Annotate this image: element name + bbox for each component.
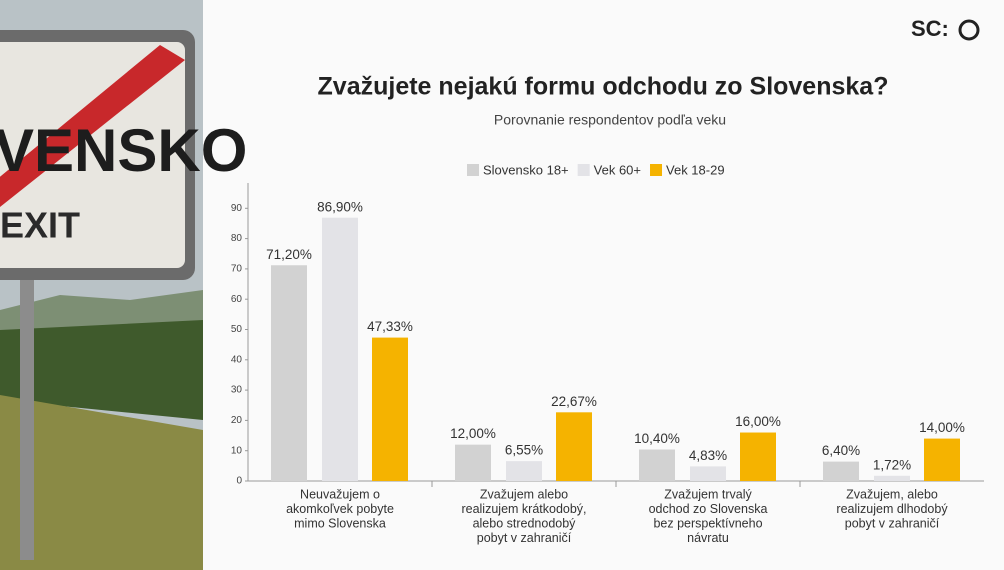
bar <box>271 265 307 481</box>
bar <box>506 461 542 481</box>
value-label: 22,67% <box>551 394 597 409</box>
value-label: 1,72% <box>873 457 911 472</box>
trees <box>0 320 203 420</box>
bar <box>823 461 859 481</box>
value-label: 6,40% <box>822 443 860 458</box>
bar <box>639 449 675 481</box>
y-tick-label: 90 <box>231 203 243 214</box>
logo-ring <box>958 19 980 41</box>
value-label: 47,33% <box>367 319 413 334</box>
x-tick-label: pobyt v zahraničí <box>477 531 572 545</box>
legend-swatch <box>577 164 590 176</box>
sign-stripe <box>0 45 185 208</box>
x-tick-label: mimo Slovenska <box>294 516 386 530</box>
x-tick-label: pobyt v zahraničí <box>845 516 940 530</box>
pole <box>20 270 34 560</box>
x-tick-label: Zvažujem alebo <box>480 487 568 501</box>
x-tick-label: Zvažujem, alebo <box>846 487 938 501</box>
bar <box>455 444 491 481</box>
y-tick-label: 40 <box>231 354 243 365</box>
y-tick-label: 50 <box>231 324 243 335</box>
grass <box>0 395 203 570</box>
sign-text: VENSKO <box>0 117 247 184</box>
sign-subtext: EXIT <box>0 205 80 246</box>
y-tick-label: 80 <box>231 233 243 244</box>
x-tick-label: realizujem dlhodobý <box>836 502 948 516</box>
legend-swatch <box>650 164 663 176</box>
y-tick-label: 0 <box>236 476 242 487</box>
value-label: 4,83% <box>689 448 727 463</box>
x-tick-label: návratu <box>687 531 729 545</box>
x-tick-label: realizujem krátkodobý, <box>461 502 586 516</box>
legend-label: Slovensko 18+ <box>483 162 569 177</box>
x-tick-label: Zvažujem trvalý <box>664 487 752 501</box>
chart-title: Zvažujete nejakú formu odchodu zo Sloven… <box>318 73 889 101</box>
value-label: 12,00% <box>450 426 496 441</box>
bar <box>556 412 592 481</box>
bar <box>372 337 408 481</box>
legend-swatch <box>467 164 479 176</box>
y-tick-label: 10 <box>231 445 243 456</box>
value-label: 71,20% <box>266 247 312 262</box>
bar <box>740 432 776 481</box>
x-tick-label: Neuvažujem o <box>300 487 380 501</box>
x-tick-label: odchod zo Slovenska <box>649 502 768 516</box>
bar <box>874 475 910 481</box>
x-tick-label: akomkoľvek pobyte <box>286 502 394 516</box>
y-tick-label: 30 <box>231 385 243 396</box>
x-tick-label: alebo strednodobý <box>473 516 577 530</box>
x-tick-label: bez perspektívneho <box>653 516 762 530</box>
bar <box>690 466 726 481</box>
y-tick-label: 60 <box>231 294 243 305</box>
value-label: 6,55% <box>505 443 543 458</box>
bar <box>322 217 358 481</box>
bar <box>924 438 960 481</box>
chart-subtitle: Porovnanie respondentov podľa veku <box>494 112 726 128</box>
value-label: 10,40% <box>634 431 680 446</box>
logo: SC: <box>911 16 980 41</box>
logo-text: SC: <box>911 16 949 41</box>
value-label: 16,00% <box>735 414 781 429</box>
y-tick-label: 20 <box>231 415 243 426</box>
photo: VENSKO EXIT <box>0 0 247 570</box>
legend-label: Vek 60+ <box>594 162 641 177</box>
legend-label: Vek 18-29 <box>666 162 725 177</box>
value-label: 14,00% <box>919 420 965 435</box>
y-tick-label: 70 <box>231 264 243 275</box>
value-label: 86,90% <box>317 199 363 214</box>
sign-face <box>0 42 185 268</box>
